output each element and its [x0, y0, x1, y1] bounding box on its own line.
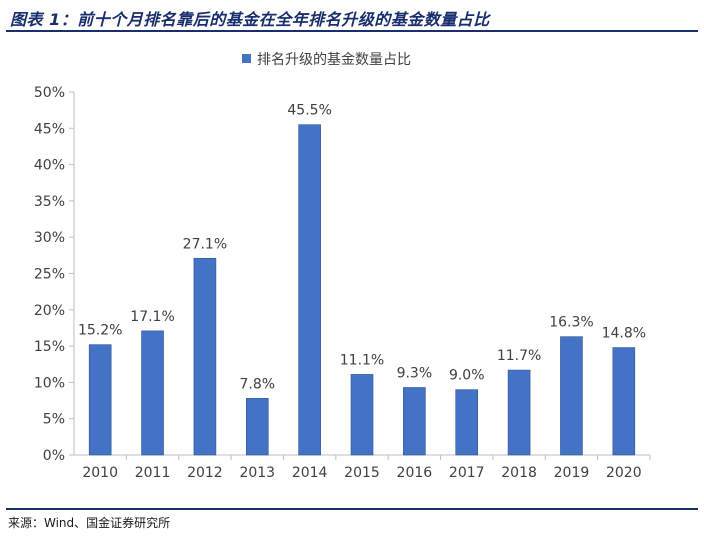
bar-chart: 排名升级的基金数量占比 0% 5% 10% 15% 20% 25% 30% 35% 40% 45%…	[34, 51, 651, 481]
x-tick-label: 2018	[501, 465, 537, 481]
y-tick-label: 50%	[34, 85, 65, 101]
x-tick-label: 2011	[135, 465, 171, 481]
data-label-2013: 7.8%	[239, 376, 275, 392]
x-tick-label: 2013	[239, 465, 275, 481]
legend-swatch	[242, 54, 251, 63]
y-tick-label: 35%	[34, 194, 65, 210]
x-tick-label: 2014	[292, 465, 328, 481]
bar-2015	[350, 374, 374, 456]
source-note: 来源：Wind、国金证券研究所	[8, 516, 171, 530]
data-label-2010: 15.2%	[78, 323, 122, 339]
data-label-2016: 9.3%	[397, 365, 433, 381]
y-axis: 0% 5% 10% 15% 20% 25% 30% 35% 40% 45% 50%	[34, 85, 75, 464]
data-label-2020: 14.8%	[602, 326, 646, 342]
y-tick-label: 5%	[43, 412, 65, 428]
x-tick-label: 2010	[82, 465, 118, 481]
title-bar: 图表 1：前十个月排名靠后的基金在全年排名升级的基金数量占比	[6, 2, 698, 32]
bar-2010	[88, 344, 112, 456]
bar-2019	[560, 336, 583, 456]
bar-2012	[193, 257, 217, 456]
y-tick-label: 0%	[43, 448, 65, 464]
x-tick-label: 2020	[606, 465, 642, 481]
bar-2014	[298, 124, 321, 456]
x-tick-label: 2016	[397, 465, 433, 481]
data-label-2014: 45.5%	[287, 103, 331, 119]
footer-divider	[6, 508, 698, 510]
y-tick-label: 20%	[34, 303, 65, 319]
chart-container: 排名升级的基金数量占比 0% 5% 10% 15% 20% 25% 30% 35% 40% 45%…	[0, 32, 704, 506]
y-tick-label: 45%	[34, 121, 65, 137]
data-label-2018: 11.7%	[497, 348, 541, 364]
legend-label: 排名升级的基金数量占比	[257, 51, 411, 68]
data-label-2019: 16.3%	[549, 315, 593, 331]
x-tick-label: 2015	[344, 465, 380, 481]
x-tick-label: 2012	[187, 465, 223, 481]
y-tick-label: 30%	[34, 230, 65, 246]
bar-2020	[612, 347, 636, 456]
bar-2011	[141, 330, 164, 456]
data-label-2012: 27.1%	[183, 236, 227, 252]
page-title: 图表 1：前十个月排名靠后的基金在全年排名升级的基金数量占比	[10, 10, 490, 29]
bar-2013	[245, 398, 269, 456]
data-label-2015: 11.1%	[340, 352, 384, 368]
x-tick-label: 2019	[554, 465, 590, 481]
data-labels: 15.2% 17.1% 27.1% 7.8% 45.5% 11.1% 9.3% 9.0% 11.…	[78, 103, 646, 393]
legend: 排名升级的基金数量占比	[242, 51, 411, 68]
y-tick-label: 15%	[34, 339, 65, 355]
x-tick-label: 2017	[449, 465, 485, 481]
bar-2018	[507, 369, 531, 456]
y-tick-label: 25%	[34, 267, 65, 283]
data-label-2011: 17.1%	[130, 309, 174, 325]
y-tick-label: 10%	[34, 375, 65, 391]
bar-2017	[455, 389, 479, 456]
x-axis: 2010 2011 2012 2013 2014 2015 2016 2017 2018 2019…	[74, 454, 651, 481]
bar-2016	[403, 387, 426, 456]
data-label-2017: 9.0%	[449, 368, 485, 384]
bars	[88, 124, 636, 456]
y-tick-label: 40%	[34, 158, 65, 174]
